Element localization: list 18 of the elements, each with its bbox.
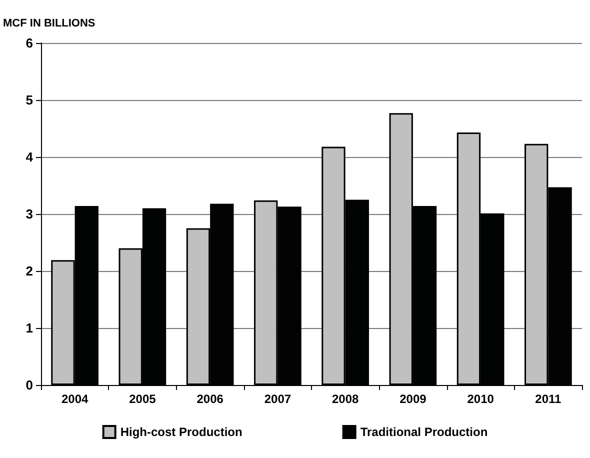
x-tick-label: 2004 bbox=[61, 392, 88, 406]
y-tick-label: 4 bbox=[26, 150, 34, 164]
y-tick-label: 3 bbox=[26, 206, 33, 222]
y-tick-label: 1 bbox=[26, 320, 33, 336]
legend-label: High-cost Production bbox=[120, 425, 242, 439]
y-tick-label: 0 bbox=[26, 378, 33, 392]
legend-label: Traditional Production bbox=[360, 425, 488, 439]
x-tick-label: 2006 bbox=[196, 392, 224, 406]
x-tick-label: 2008 bbox=[332, 392, 359, 406]
x-tick-label: 2010 bbox=[467, 392, 494, 406]
x-tick-label: 2009 bbox=[400, 392, 427, 406]
x-tick-label: 2005 bbox=[129, 392, 156, 406]
y-tick-label: 2 bbox=[26, 264, 33, 278]
y-tick-label: 6 bbox=[26, 36, 33, 50]
y-tick-label: 5 bbox=[26, 92, 33, 108]
x-tick-label: 2011 bbox=[535, 392, 562, 406]
y-axis-title: MCF IN BILLIONS bbox=[3, 18, 96, 30]
x-tick-label: 2007 bbox=[264, 392, 292, 406]
